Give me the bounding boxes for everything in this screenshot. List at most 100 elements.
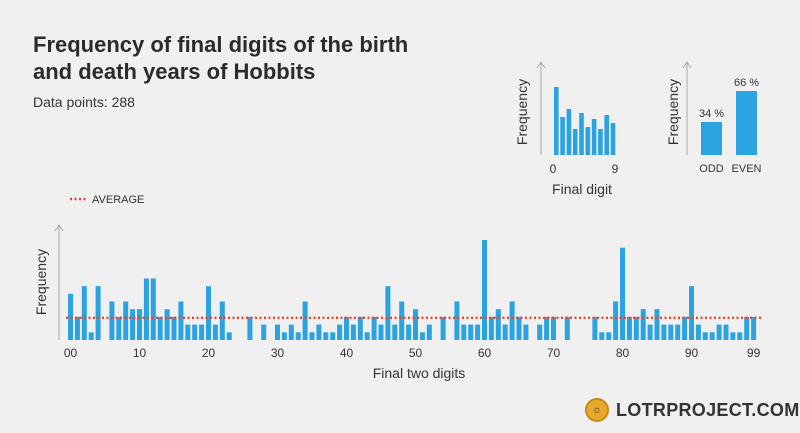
final-digit-bar-1: [560, 117, 565, 155]
two-digit-bar-35: [309, 332, 315, 340]
two-digit-bar-89: [682, 316, 688, 340]
two-digit-bar-20: [206, 286, 211, 340]
two-digit-bar-77: [599, 332, 605, 340]
two-digit-bar-80: [620, 247, 625, 340]
two-digit-bar-99: [751, 316, 757, 340]
two-digit-bar-28: [261, 324, 267, 340]
parity-category-label-even: EVEN: [732, 163, 762, 175]
two-digit-bar-61: [488, 316, 494, 340]
two-digit-bar-63: [502, 324, 508, 340]
main-y-axis-arrow: [54, 224, 64, 232]
two-digit-bar-26: [247, 316, 253, 340]
final-digit-bar-5: [585, 127, 591, 155]
two-digit-bar-21: [212, 324, 218, 340]
parity-bar-odd: [701, 122, 722, 155]
two-digit-tick-70: 70: [547, 346, 561, 360]
final-digit-bar-0: [554, 87, 559, 155]
two-digit-bar-01: [74, 316, 80, 340]
two-digit-bar-86: [661, 324, 667, 340]
parity-value-label-odd: 34 %: [699, 108, 724, 120]
two-digit-tick-40: 40: [340, 346, 354, 360]
two-digit-bar-93: [709, 332, 715, 340]
two-digit-bar-08: [123, 301, 129, 340]
final-digit-bar-6: [591, 119, 597, 155]
two-digit-bar-66: [523, 324, 529, 340]
two-digit-bar-06: [109, 301, 115, 340]
final-digit-bar-8: [604, 115, 609, 155]
two-digit-bar-57: [461, 324, 467, 340]
two-digit-bar-83: [640, 309, 646, 340]
two-digit-tick-30: 30: [271, 346, 285, 360]
two-digit-tick-99: 99: [747, 346, 761, 360]
two-digit-tick-20: 20: [202, 346, 216, 360]
two-digit-bar-12: [150, 278, 156, 340]
two-digit-bar-31: [281, 332, 287, 340]
two-digit-bar-09: [130, 309, 136, 340]
two-digit-tick-10: 10: [133, 346, 147, 360]
two-digit-bar-87: [668, 324, 674, 340]
two-digit-bar-02: [81, 286, 87, 340]
two-digit-bar-17: [185, 324, 191, 340]
two-digit-bar-64: [509, 301, 515, 340]
two-digit-bar-45: [378, 324, 384, 340]
two-digit-tick-90: 90: [685, 346, 699, 360]
final-digit-tick-0: 0: [550, 162, 557, 176]
final-digit-y-axis-arrow: [536, 61, 546, 69]
two-digit-bar-95: [723, 324, 729, 340]
two-digit-bar-47: [392, 324, 398, 340]
two-digit-bar-07: [116, 316, 122, 340]
two-digit-bar-32: [288, 324, 294, 340]
two-digit-bar-39: [337, 324, 343, 340]
two-digit-bar-15: [171, 316, 177, 340]
two-digit-bar-22: [219, 301, 225, 340]
two-digit-bar-51: [419, 332, 425, 340]
two-digit-bar-60: [482, 240, 487, 340]
two-digit-tick-00: 00: [64, 346, 78, 360]
two-digit-bar-72: [564, 316, 570, 340]
brand-text: LOTRPROJECT.COM: [616, 399, 800, 420]
brand[interactable]: ☼ LOTRPROJECT.COM: [585, 398, 800, 422]
two-digit-bar-91: [695, 324, 701, 340]
chart-title: Frequency of final digits of the birth a…: [33, 32, 409, 84]
two-digit-bar-68: [537, 324, 543, 340]
two-digit-bar-49: [406, 324, 412, 340]
two-digit-bar-97: [737, 332, 743, 340]
two-digit-bar-84: [647, 324, 653, 340]
parity-category-label-odd: ODD: [699, 163, 724, 175]
two-digit-bar-65: [516, 316, 522, 340]
two-digit-bar-44: [371, 316, 377, 340]
parity-y-axis-arrow: [682, 61, 692, 69]
final-digit-bar-7: [598, 129, 603, 155]
two-digit-bar-92: [702, 332, 708, 340]
data-points-label: Data points: 288: [33, 94, 135, 110]
final-digit-tick-9: 9: [612, 162, 619, 176]
two-digit-bar-34: [302, 301, 308, 340]
two-digit-bar-58: [468, 324, 474, 340]
parity-value-label-even: 66 %: [734, 77, 759, 89]
two-digit-bar-98: [744, 316, 750, 340]
two-digit-bar-03: [88, 332, 94, 340]
two-digit-bar-62: [495, 309, 501, 340]
two-digit-bar-48: [399, 301, 405, 340]
two-digit-bar-54: [440, 316, 446, 340]
two-digit-bar-79: [613, 301, 619, 340]
two-digit-bar-90: [689, 286, 694, 340]
two-digit-bar-10: [137, 309, 142, 340]
two-digit-bar-81: [626, 316, 632, 340]
two-digit-bar-13: [157, 316, 163, 340]
two-digit-bar-36: [316, 324, 322, 340]
final-digit-x-label: Final digit: [552, 181, 612, 197]
seal-logo-icon: ☼: [585, 398, 609, 422]
two-digit-bar-96: [730, 332, 736, 340]
two-digit-bar-11: [143, 278, 149, 340]
two-digit-bar-69: [544, 316, 550, 340]
two-digit-tick-80: 80: [616, 346, 630, 360]
final-digit-bar-3: [572, 129, 578, 155]
two-digit-bar-43: [364, 332, 370, 340]
two-digit-bar-52: [426, 324, 432, 340]
two-digit-bar-94: [716, 324, 722, 340]
final-digit-y-label: Frequency: [514, 79, 530, 145]
two-digit-bar-46: [385, 286, 391, 340]
two-digit-bar-37: [323, 332, 329, 340]
